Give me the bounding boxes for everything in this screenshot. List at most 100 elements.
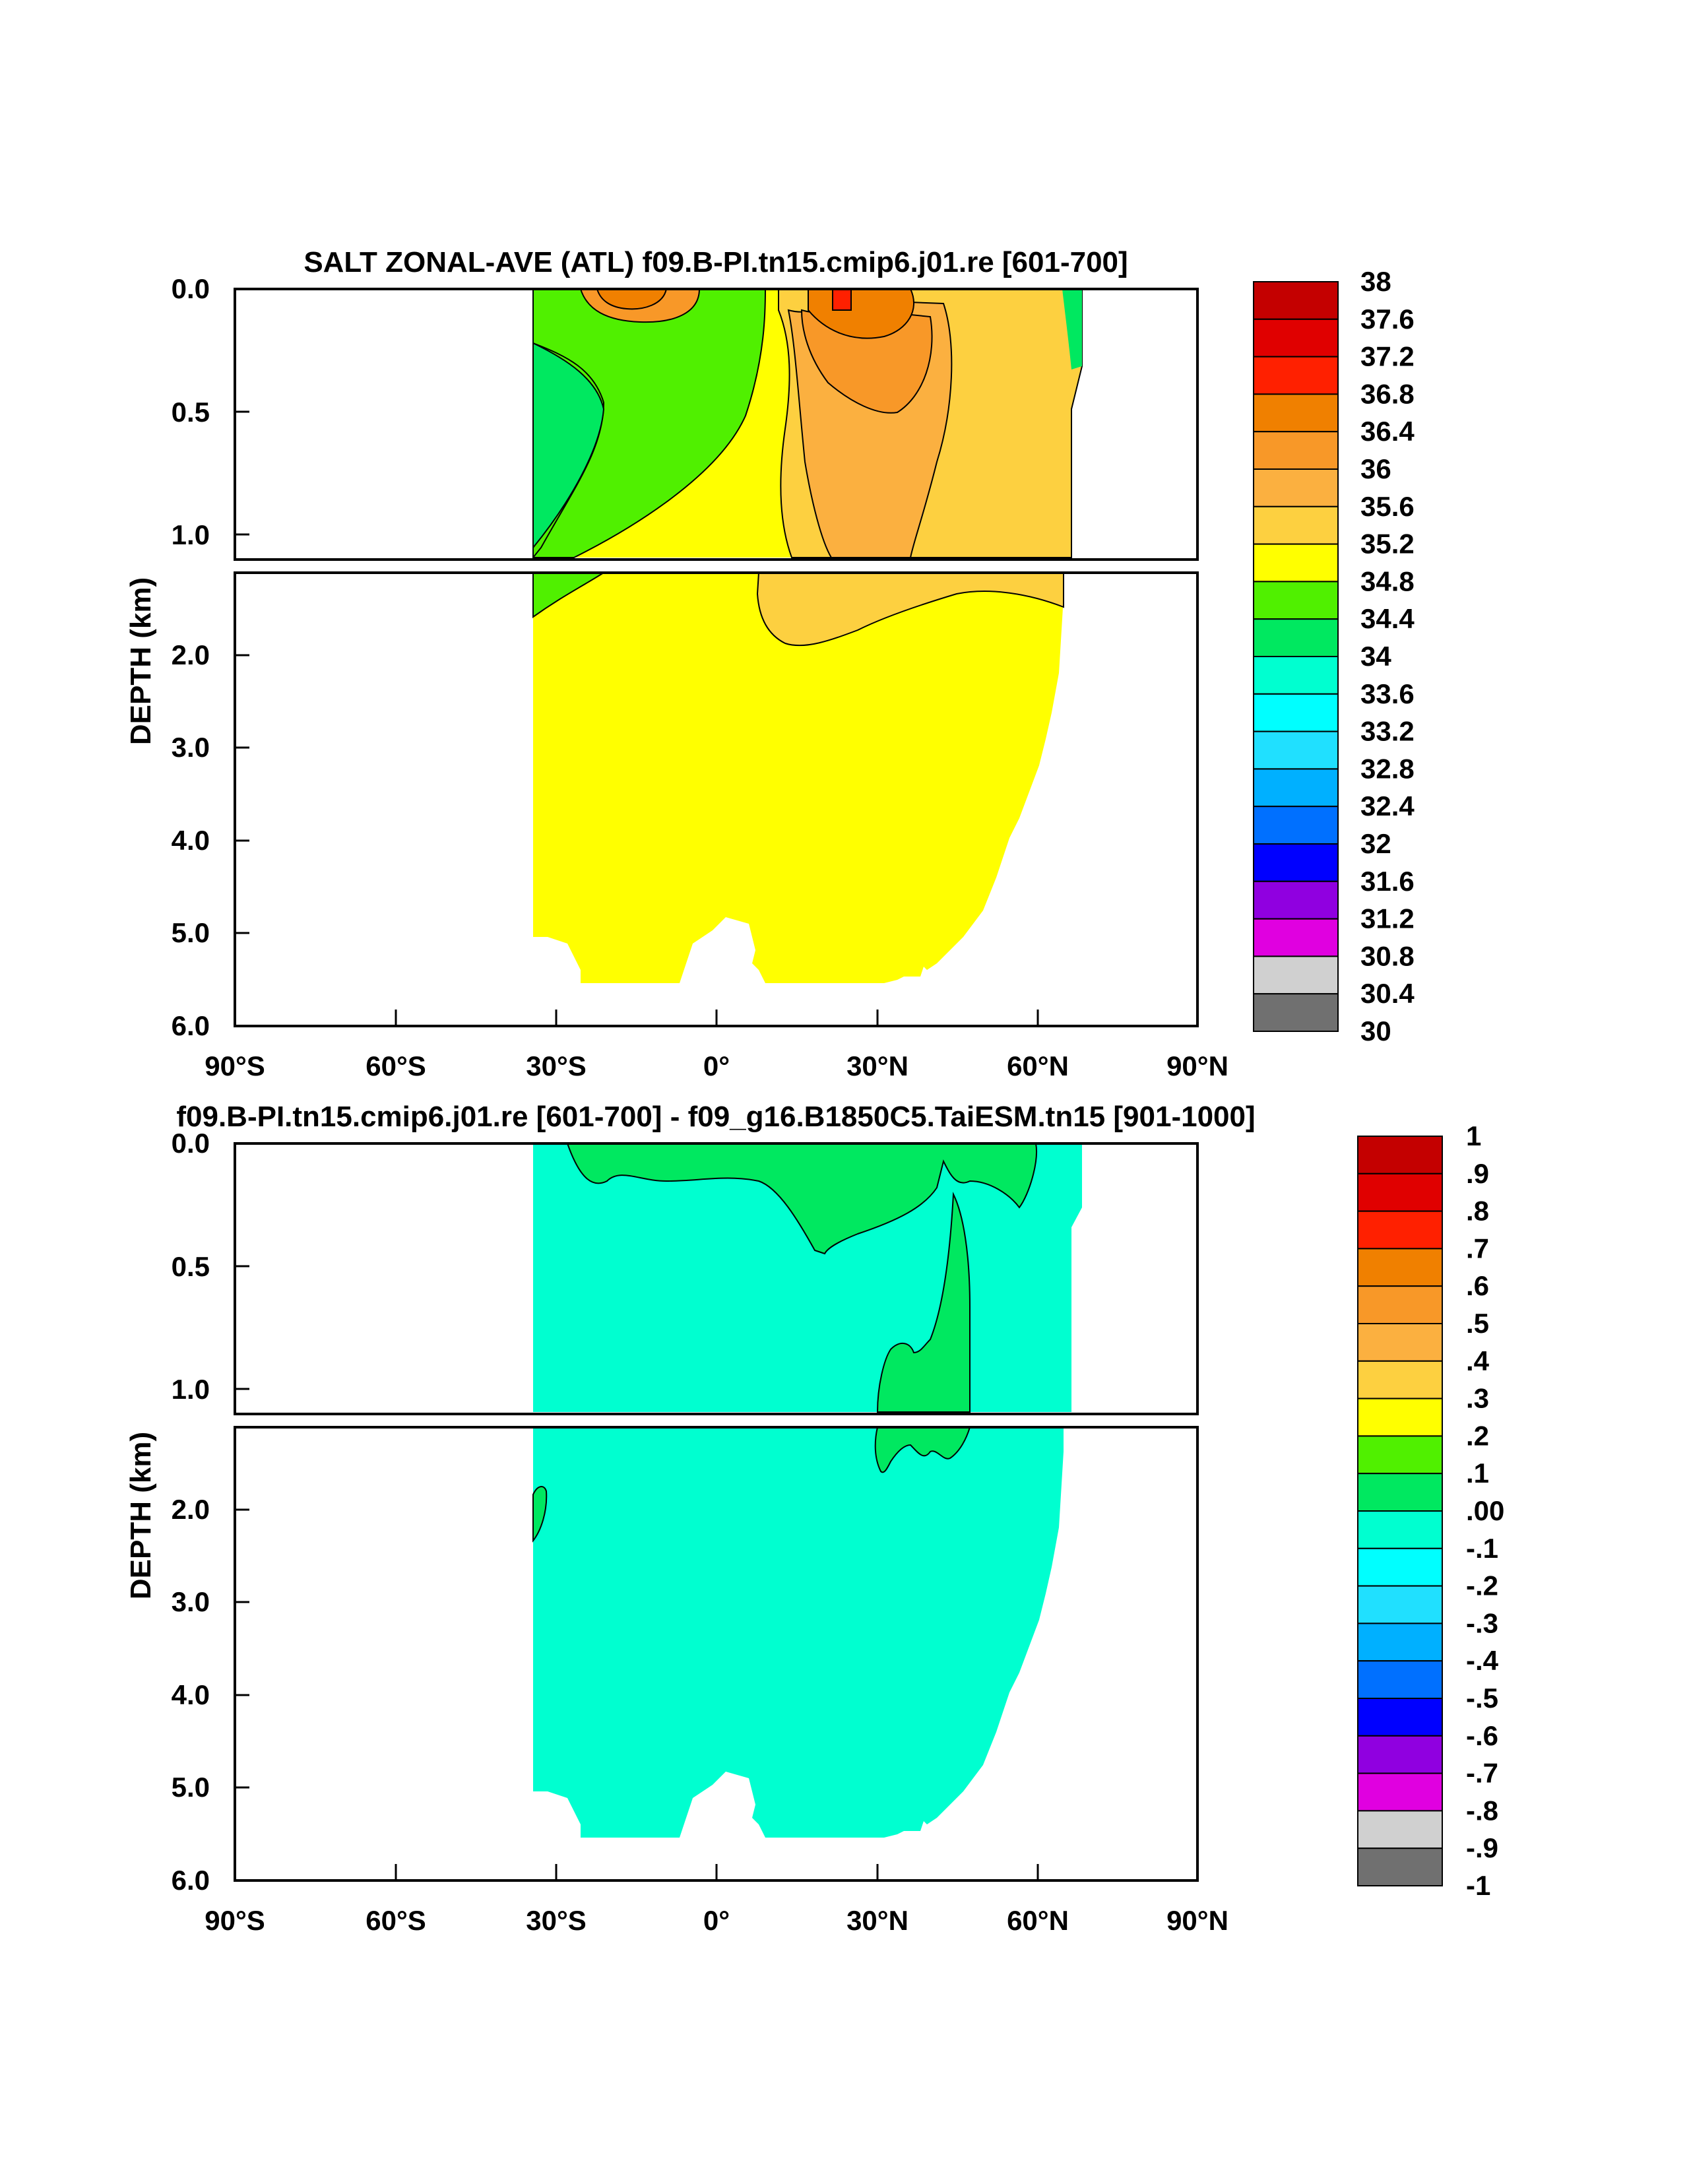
colorbar-swatch <box>1357 1698 1443 1737</box>
colorbar-swatch <box>1357 1285 1443 1324</box>
y-tick-label: 0.5 <box>172 397 210 428</box>
colorbar-label: -.7 <box>1466 1758 1498 1789</box>
colorbar-swatch <box>1357 1172 1443 1212</box>
colorbar: 1 .9 .8 .7 .6 .5 .4 .3 .2 .1 .00 -.1 -.2 -.3 -.4 -.5 -.6… <box>1357 1120 1504 1901</box>
y-axis-label: DEPTH (km) <box>125 577 157 745</box>
colorbar-swatch <box>1253 656 1339 695</box>
panel-salt-difference: f09.B-PI.tn15.cmip6.j01.re [601-700] - f… <box>0 1101 1689 1936</box>
region-salinity-36.4-south <box>596 288 668 310</box>
colorbar-swatch <box>1357 1735 1443 1774</box>
colorbar-swatch <box>1357 1585 1443 1624</box>
colorbar-swatch <box>1357 1323 1443 1362</box>
region-salinity-35.2-deep <box>756 572 1064 647</box>
colorbar-swatch <box>1357 1473 1443 1512</box>
colorbar-swatch <box>1253 505 1339 545</box>
y-tick-label: 5.0 <box>172 917 210 948</box>
colorbar-label: 1 <box>1466 1120 1481 1151</box>
colorbar-label: 31.6 <box>1360 866 1415 897</box>
region-salinity-34.0 <box>532 342 605 550</box>
x-tick-label: 0° <box>703 1050 730 1081</box>
colorbar-swatch <box>1357 1136 1443 1174</box>
colorbar-label: .6 <box>1466 1270 1489 1301</box>
x-tick-label: 60°S <box>366 1905 426 1936</box>
colorbar-label: -.6 <box>1466 1720 1498 1751</box>
colorbar-swatch <box>1253 768 1339 808</box>
colorbar-label: .5 <box>1466 1308 1489 1339</box>
y-tick-label: 3.0 <box>172 732 210 763</box>
colorbar-label: .7 <box>1466 1233 1489 1264</box>
colorbar-swatch <box>1253 618 1339 658</box>
region-salinity-34.8-deep <box>533 573 1064 983</box>
colorbar-swatch <box>1253 468 1339 507</box>
y-tick-label: 5.0 <box>172 1772 210 1803</box>
colorbar-swatch <box>1253 806 1339 845</box>
colorbar-label: 34.4 <box>1360 603 1415 634</box>
x-tick-label: 30°N <box>846 1050 908 1081</box>
colorbar-label: 31.2 <box>1360 903 1415 934</box>
x-tick-label: 90°S <box>205 1905 265 1936</box>
x-tick-label: 30°S <box>526 1050 587 1081</box>
colorbar-swatch <box>1357 1810 1443 1849</box>
chart-title: f09.B-PI.tn15.cmip6.j01.re [601-700] - f… <box>176 1101 1255 1133</box>
colorbar-swatch <box>1253 693 1339 732</box>
y-tick-label: 1.0 <box>172 519 210 550</box>
y-tick-label: 4.0 <box>172 1679 210 1710</box>
colorbar-swatch <box>1357 1210 1443 1250</box>
y-tick-label: 0.0 <box>172 273 210 304</box>
colorbar-swatch <box>1253 843 1339 882</box>
region-diff-minus-0.1-deep <box>533 1427 1064 1838</box>
colorbar-swatch <box>1357 1847 1443 1886</box>
colorbar-label: 34 <box>1360 641 1391 672</box>
colorbar-swatch <box>1253 393 1339 433</box>
colorbar-label: 35.6 <box>1360 491 1415 522</box>
x-tick-label: 0° <box>703 1905 730 1936</box>
colorbar-label: .8 <box>1466 1196 1489 1227</box>
colorbar-swatch <box>1357 1510 1443 1549</box>
colorbar-label: 32 <box>1360 828 1391 859</box>
colorbar-swatch <box>1357 1248 1443 1287</box>
x-axis: 90°S 60°S 30°S 0° 30°N 60°N 90°N <box>205 1010 1228 1081</box>
x-tick-label: 90°N <box>1166 1905 1228 1936</box>
region-salinity-coastal-north <box>1062 289 1082 369</box>
y-tick-label: 0.5 <box>172 1251 210 1282</box>
colorbar-label: 36.8 <box>1360 378 1415 409</box>
y-tick-label: 4.0 <box>172 825 210 856</box>
colorbar-label: .2 <box>1466 1420 1489 1451</box>
x-tick-label: 60°S <box>366 1050 426 1081</box>
ocean-fill-difference <box>532 1143 1082 1838</box>
region-salinity-34.4 <box>532 288 767 560</box>
region-diff-0.0-deep <box>874 1427 971 1473</box>
colorbar-label: -.1 <box>1466 1533 1498 1564</box>
colorbar-swatch <box>1253 918 1339 957</box>
colorbar-label: .4 <box>1466 1345 1490 1376</box>
colorbar-label: -.3 <box>1466 1607 1498 1638</box>
y-tick-label: 6.0 <box>172 1010 210 1041</box>
colorbar-swatch <box>1253 281 1339 320</box>
x-tick-label: 90°S <box>205 1050 265 1081</box>
colorbar-label: -1 <box>1466 1870 1490 1901</box>
y-tick-label: 6.0 <box>172 1865 210 1896</box>
colorbar-label: 35.2 <box>1360 529 1415 560</box>
colorbar-label: 30.8 <box>1360 940 1415 971</box>
colorbar-swatch <box>1357 1435 1443 1475</box>
x-tick-label: 90°N <box>1166 1050 1228 1081</box>
colorbar-swatch <box>1253 730 1339 770</box>
colorbar-swatch <box>1357 1660 1443 1699</box>
colorbar-swatch <box>1253 356 1339 395</box>
colorbar-swatch <box>1253 993 1339 1032</box>
colorbar-swatch <box>1253 955 1339 995</box>
y-axis: 0.0 0.5 1.0 2.0 3.0 4.0 5.0 6.0 DEPTH (k… <box>125 1128 249 1896</box>
region-salinity-34.4-deep <box>532 572 606 618</box>
region-diff-0.0-south-deep <box>532 1486 548 1543</box>
x-tick-label: 60°N <box>1007 1050 1069 1081</box>
colorbar-label: 30 <box>1360 1015 1391 1046</box>
colorbar-label: .3 <box>1466 1383 1489 1414</box>
chart-title: SALT ZONAL-AVE (ATL) f09.B-PI.tn15.cmip6… <box>303 246 1128 278</box>
colorbar-label: 33.2 <box>1360 716 1415 747</box>
colorbar-label: .00 <box>1466 1495 1504 1526</box>
colorbar-label: -.4 <box>1466 1645 1499 1676</box>
x-tick-label: 30°N <box>846 1905 908 1936</box>
colorbar: 38 37.6 37.2 36.8 36.4 36 35.6 35.2 34.8 34.4 34 33… <box>1253 266 1415 1046</box>
colorbar-swatch <box>1253 581 1339 620</box>
